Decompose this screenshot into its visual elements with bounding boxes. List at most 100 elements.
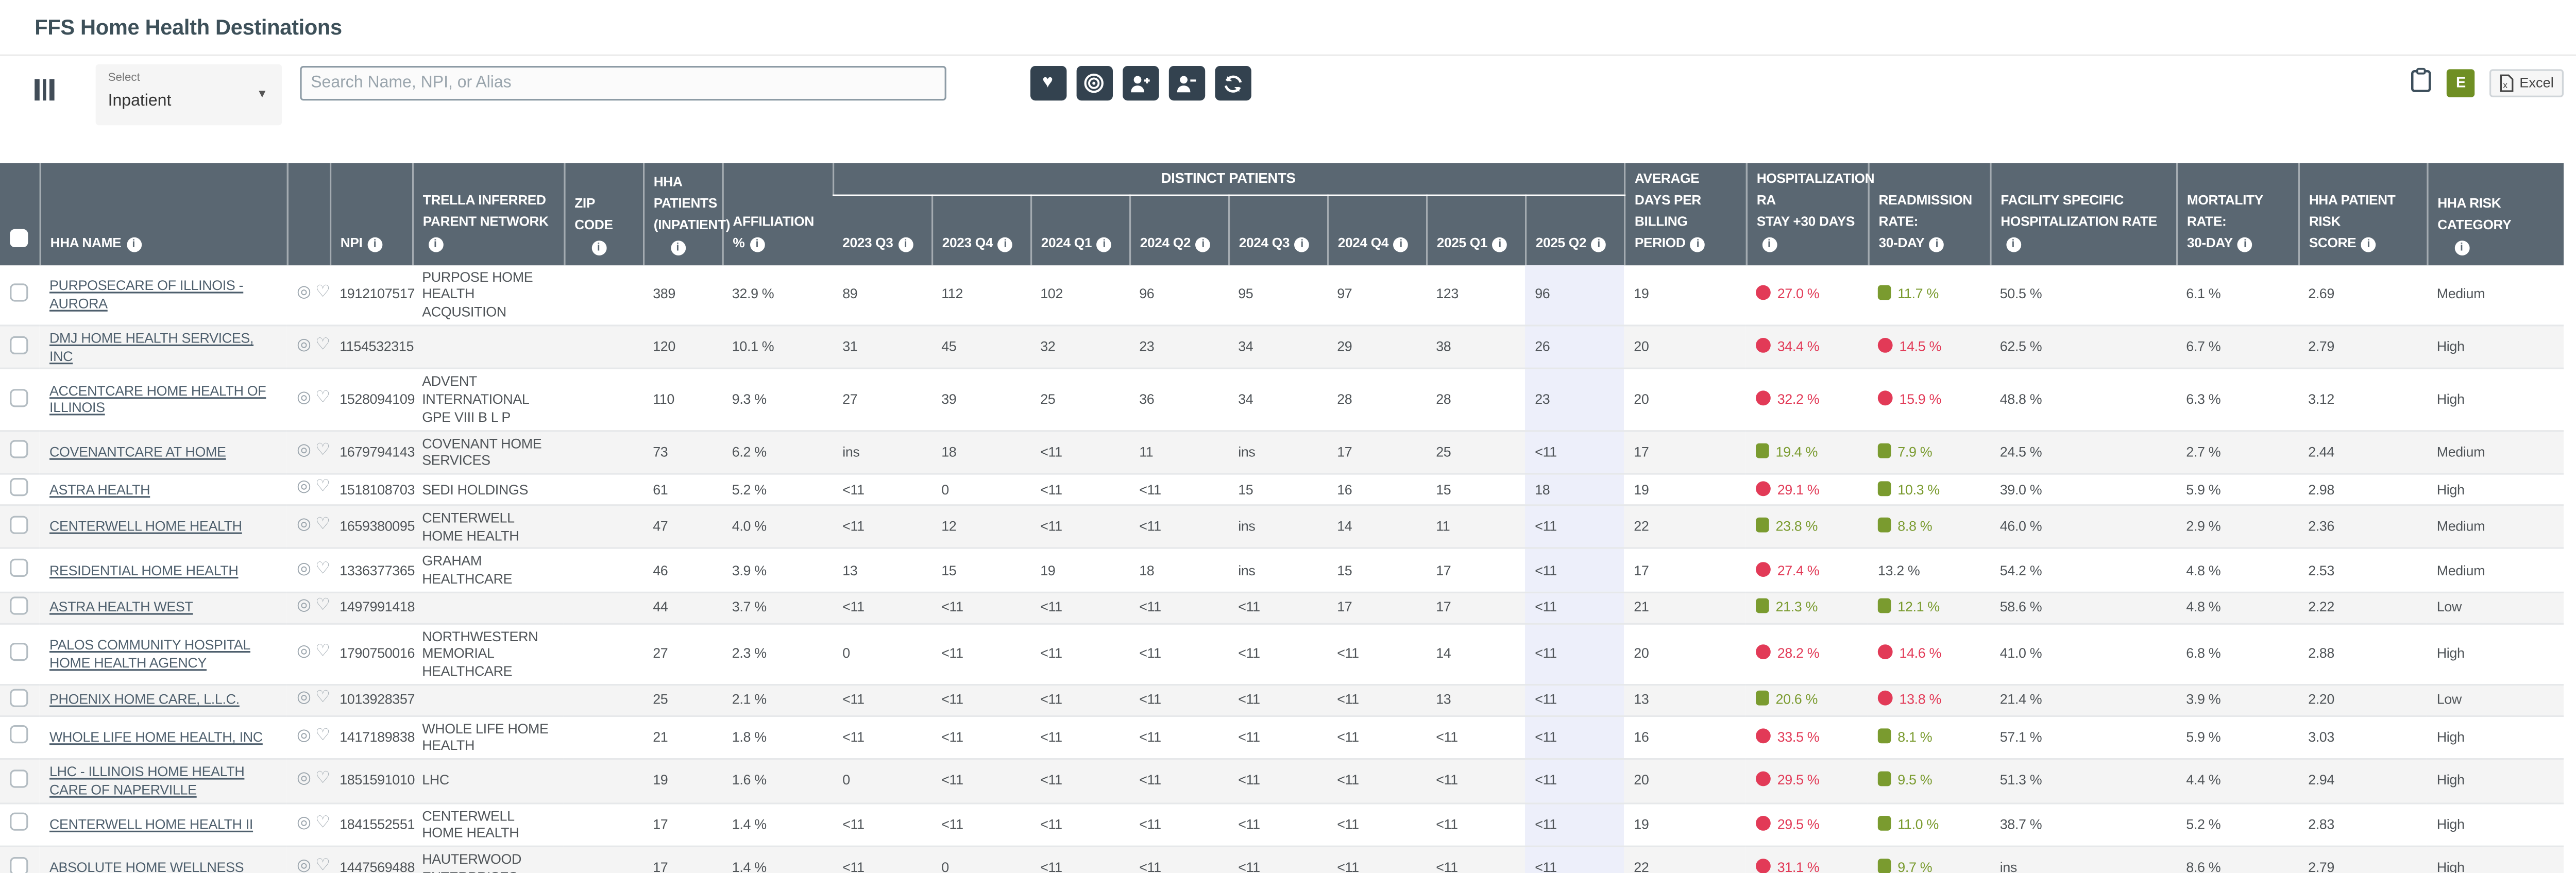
info-icon[interactable]: i [997,238,1013,253]
add-staff-button[interactable] [1122,66,1158,101]
refresh-button[interactable] [1214,66,1251,101]
row-checkbox[interactable] [10,515,28,534]
heart-outline-icon[interactable]: ♡ [311,597,330,615]
row-checkbox[interactable] [10,813,28,831]
row-checkbox[interactable] [10,478,28,497]
info-icon[interactable]: i [367,238,382,253]
bullseye-icon[interactable]: ◎ [297,597,311,615]
column-header-readm[interactable]: READMISSION RATE: 30-DAY i [1867,163,1990,265]
hha-name-link[interactable]: CENTERWELL HOME HEALTH II [49,815,253,832]
info-icon[interactable]: i [1195,238,1211,253]
heart-outline-icon[interactable]: ♡ [311,389,330,407]
heart-outline-icon[interactable]: ♡ [311,559,330,578]
column-header-q6[interactable]: 2025 Q1 i [1425,195,1525,265]
bullseye-icon[interactable]: ◎ [297,726,311,745]
info-icon[interactable]: i [1591,238,1606,253]
bullseye-icon[interactable]: ◎ [297,284,311,302]
heart-outline-icon[interactable]: ♡ [311,770,330,789]
favorites-button[interactable]: ♥ [1029,66,1066,101]
hha-name-link[interactable]: RESIDENTIAL HOME HEALTH [49,561,239,578]
copy-export-button[interactable]: E [2447,68,2475,97]
info-icon[interactable]: i [591,239,606,255]
bullseye-icon[interactable]: ◎ [297,770,311,789]
column-header-mortality[interactable]: MORTALITY RATE: 30-DAY i [2175,163,2298,265]
targets-button[interactable] [1076,66,1112,101]
heart-outline-icon[interactable]: ♡ [311,441,330,460]
bullseye-icon[interactable]: ◎ [297,689,311,708]
info-icon[interactable]: i [1096,238,1112,253]
info-icon[interactable]: i [1393,238,1409,253]
column-header-hosp[interactable]: HOSPITALIZATION RA STAY +30 DAYSi [1745,163,1875,265]
column-grip-icon[interactable] [35,79,54,101]
info-icon[interactable]: i [1492,238,1507,253]
column-header-q1[interactable]: 2023 Q4 i [930,195,1030,265]
heart-outline-icon[interactable]: ♡ [311,689,330,708]
column-header-q7[interactable]: 2025 Q2 i [1524,195,1624,265]
info-icon[interactable]: i [1294,238,1310,253]
row-checkbox[interactable] [10,596,28,614]
column-header-q3[interactable]: 2024 Q2 i [1128,195,1228,265]
hha-name-link[interactable]: COVENANTCARE AT HOME [49,443,226,460]
row-checkbox[interactable] [10,726,28,744]
bullseye-icon[interactable]: ◎ [297,814,311,832]
info-icon[interactable]: i [428,238,443,253]
heart-outline-icon[interactable]: ♡ [311,814,330,832]
column-header-affil[interactable]: AFFILIATION % i [721,163,833,265]
heart-outline-icon[interactable]: ♡ [311,858,330,873]
column-header-icons[interactable] [286,163,330,265]
bullseye-icon[interactable]: ◎ [297,559,311,578]
row-checkbox[interactable] [10,559,28,577]
bullseye-icon[interactable]: ◎ [297,336,311,355]
column-header-q0[interactable]: 2023 Q3 i [833,195,931,265]
column-header-check[interactable] [0,163,40,265]
bullseye-icon[interactable]: ◎ [297,643,311,661]
heart-outline-icon[interactable]: ♡ [311,336,330,355]
bullseye-icon[interactable]: ◎ [297,441,311,460]
column-header-avg[interactable]: AVERAGE DAYS PER BILLING PERIOD i [1623,163,1746,265]
column-header-category[interactable]: HHA RISK CATEGORY i [2426,163,2564,265]
hha-name-link[interactable]: LHC - ILLINOIS HOME HEALTH CARE OF NAPER… [49,763,245,797]
hha-name-link[interactable]: ASTRA HEALTH WEST [49,598,193,615]
info-icon[interactable]: i [2238,238,2253,253]
column-header-npi[interactable]: NPI i [329,163,412,265]
hha-name-link[interactable]: ABSOLUTE HOME WELLNESS [49,859,244,873]
info-icon[interactable]: i [2454,239,2469,255]
column-header-facility[interactable]: FACILITY SPECIFIC HOSPITALIZATION RATEi [1989,163,2177,265]
info-icon[interactable]: i [1761,238,1777,253]
info-icon[interactable]: i [1690,238,1705,253]
column-header-q4[interactable]: 2024 Q3 i [1227,195,1327,265]
row-checkbox[interactable] [10,283,28,301]
destination-type-select[interactable]: Select Inpatient ▼ [95,64,281,126]
hha-name-link[interactable]: WHOLE LIFE HOME HEALTH, INC [49,728,263,745]
row-checkbox[interactable] [10,440,28,459]
column-header-patients[interactable]: HHA PATIENTS (INPATIENT) i [642,163,730,265]
heart-outline-icon[interactable]: ♡ [311,643,330,661]
clipboard-button[interactable] [2411,67,2432,97]
bullseye-icon[interactable]: ◎ [297,516,311,535]
heart-outline-icon[interactable]: ♡ [311,516,330,535]
excel-export-button[interactable]: x Excel [2489,68,2564,97]
info-icon[interactable]: i [898,238,913,253]
info-icon[interactable]: i [2005,238,2021,253]
column-header-parent[interactable]: TRELLA INFERRED PARENT NETWORKi [411,163,564,265]
column-header-q5[interactable]: 2024 Q4 i [1326,195,1426,265]
row-checkbox[interactable] [10,335,28,354]
search-input[interactable] [299,66,946,101]
select-all-checkbox[interactable] [10,230,28,248]
hha-name-link[interactable]: DMJ HOME HEALTH SERVICES, INC [49,329,254,364]
heart-outline-icon[interactable]: ♡ [311,726,330,745]
info-icon[interactable]: i [750,238,765,253]
row-checkbox[interactable] [10,688,28,707]
remove-staff-button[interactable] [1168,66,1205,101]
info-icon[interactable]: i [2361,238,2376,253]
hha-name-link[interactable]: CENTERWELL HOME HEALTH [49,518,242,535]
hha-name-link[interactable]: PHOENIX HOME CARE, L.L.C. [49,691,240,708]
bullseye-icon[interactable]: ◎ [297,858,311,873]
row-checkbox[interactable] [10,769,28,788]
info-icon[interactable]: i [126,238,141,253]
row-checkbox[interactable] [10,388,28,406]
bullseye-icon[interactable]: ◎ [297,389,311,407]
column-header-q2[interactable]: 2024 Q1 i [1029,195,1129,265]
hha-name-link[interactable]: ASTRA HEALTH [49,480,150,497]
row-checkbox[interactable] [10,642,28,661]
